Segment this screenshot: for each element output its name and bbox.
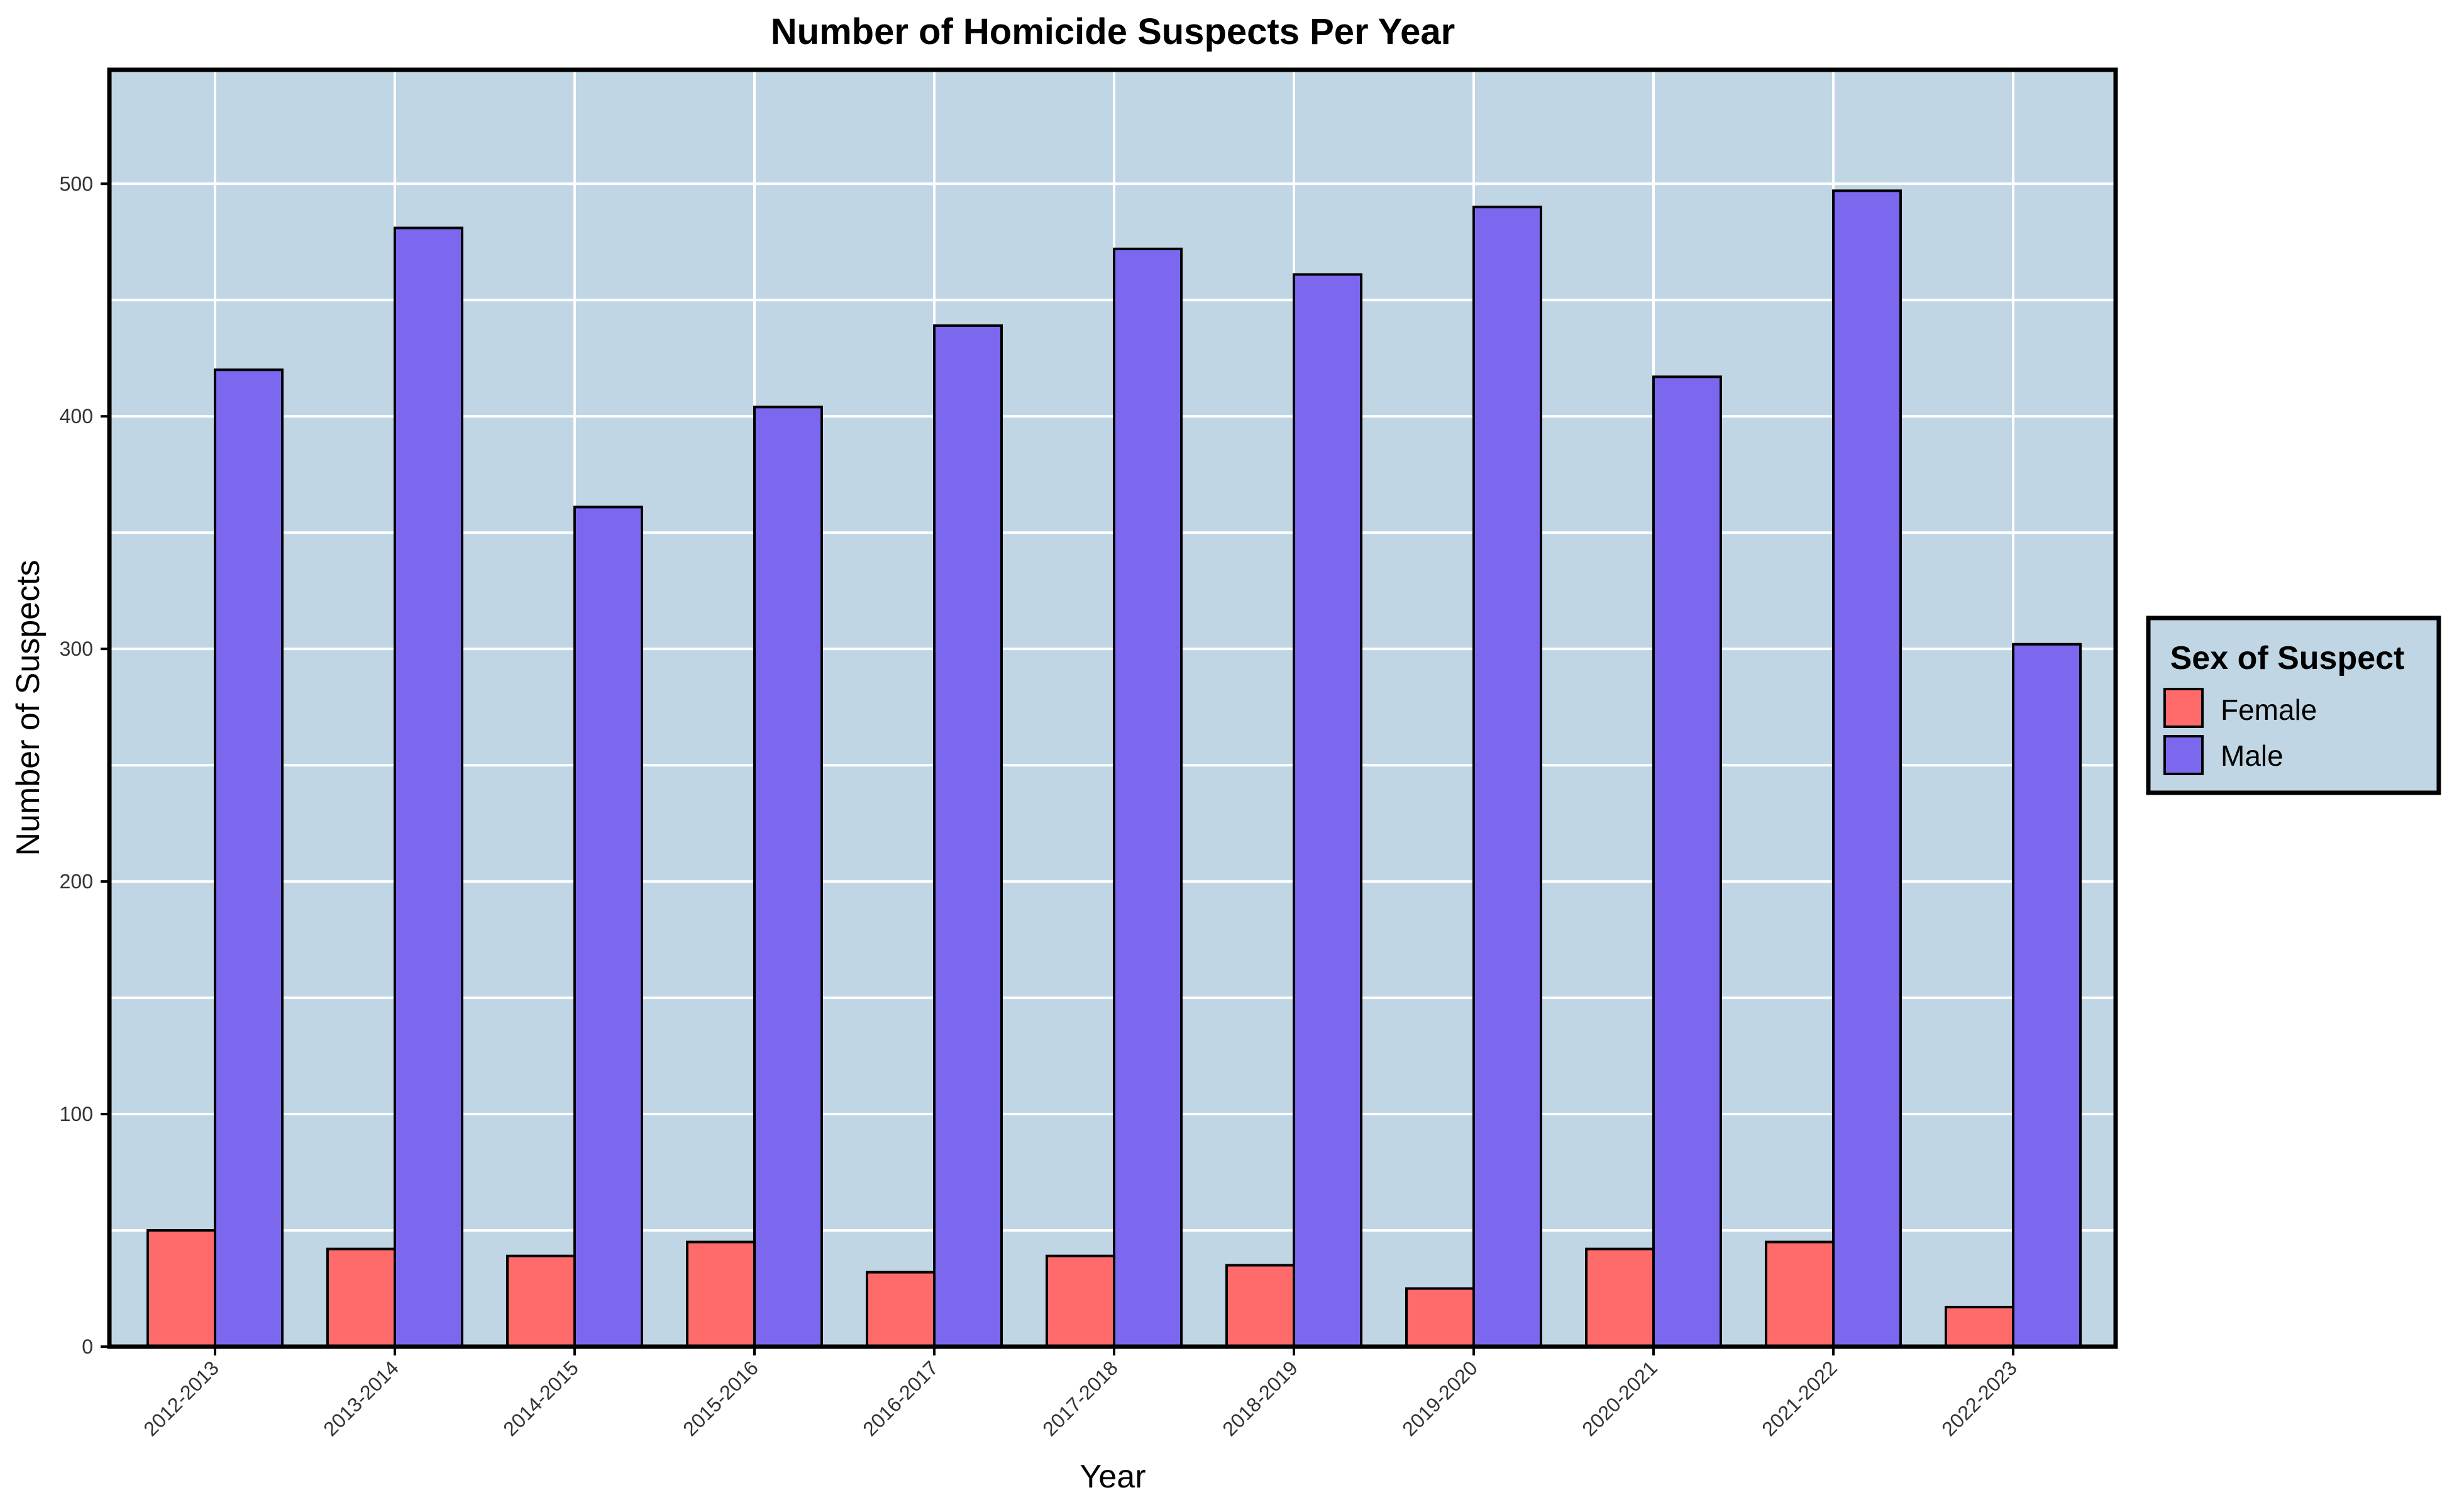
x-tick-label: 2015-2016 <box>678 1356 763 1440</box>
bar-male-2014-2015 <box>573 505 643 1348</box>
chart-title: Number of Homicide Suspects Per Year <box>771 11 1455 52</box>
y-tick-label: 100 <box>60 1103 93 1125</box>
bar-female-2018-2019 <box>1225 1264 1295 1349</box>
bar-female-2015-2016 <box>686 1240 756 1348</box>
bar-male-2018-2019 <box>1293 273 1362 1349</box>
legend-label-male: Male <box>2221 739 2284 772</box>
x-tick-label: 2012-2013 <box>139 1356 223 1440</box>
x-tick-label: 2021-2022 <box>1757 1356 1842 1440</box>
plot-border <box>107 67 2118 1349</box>
bar-male-2012-2013 <box>214 368 284 1348</box>
x-tick-label: 2014-2015 <box>499 1356 583 1440</box>
legend-swatch-male <box>2163 735 2204 775</box>
x-tick-label: 2020-2021 <box>1577 1356 1662 1440</box>
x-tick-label: 2016-2017 <box>858 1356 942 1440</box>
bar-male-2017-2018 <box>1113 247 1183 1348</box>
bar-male-2022-2023 <box>2012 643 2082 1348</box>
bar-female-2012-2013 <box>146 1229 216 1349</box>
y-tick-label: 500 <box>60 172 93 195</box>
y-tick-label: 300 <box>60 637 93 660</box>
bar-female-2019-2020 <box>1405 1287 1475 1349</box>
bar-male-2021-2022 <box>1832 189 1902 1348</box>
y-tick-label: 400 <box>60 405 93 428</box>
bar-female-2020-2021 <box>1585 1247 1655 1348</box>
bar-male-2013-2014 <box>394 226 463 1348</box>
x-tick-label: 2013-2014 <box>319 1356 403 1440</box>
bar-female-2017-2018 <box>1046 1254 1115 1348</box>
x-tick-label: 2019-2020 <box>1398 1356 1482 1440</box>
bar-male-2015-2016 <box>753 406 823 1348</box>
bar-female-2014-2015 <box>506 1254 576 1348</box>
y-axis-label: Number of Suspects <box>10 560 47 856</box>
bar-male-2016-2017 <box>933 324 1003 1348</box>
bar-female-2021-2022 <box>1765 1240 1835 1348</box>
legend-title: Sex of Suspect <box>2170 640 2405 676</box>
y-tick-label: 0 <box>82 1335 93 1358</box>
x-tick-label: 2017-2018 <box>1038 1356 1122 1440</box>
bar-female-2022-2023 <box>1945 1306 2014 1349</box>
bar-female-2013-2014 <box>326 1247 396 1348</box>
x-axis-label: Year <box>1080 1459 1146 1495</box>
legend-swatch-female <box>2163 688 2204 728</box>
legend-label-female: Female <box>2221 693 2317 726</box>
legend: Sex of Suspect Female Male <box>2146 615 2441 795</box>
x-tick-label: 2018-2019 <box>1218 1356 1302 1440</box>
x-tick-label: 2022-2023 <box>1937 1356 2021 1440</box>
y-tick-label: 200 <box>60 870 93 893</box>
bar-male-2020-2021 <box>1652 375 1722 1348</box>
bar-female-2016-2017 <box>866 1271 936 1348</box>
bar-male-2019-2020 <box>1472 206 1542 1349</box>
